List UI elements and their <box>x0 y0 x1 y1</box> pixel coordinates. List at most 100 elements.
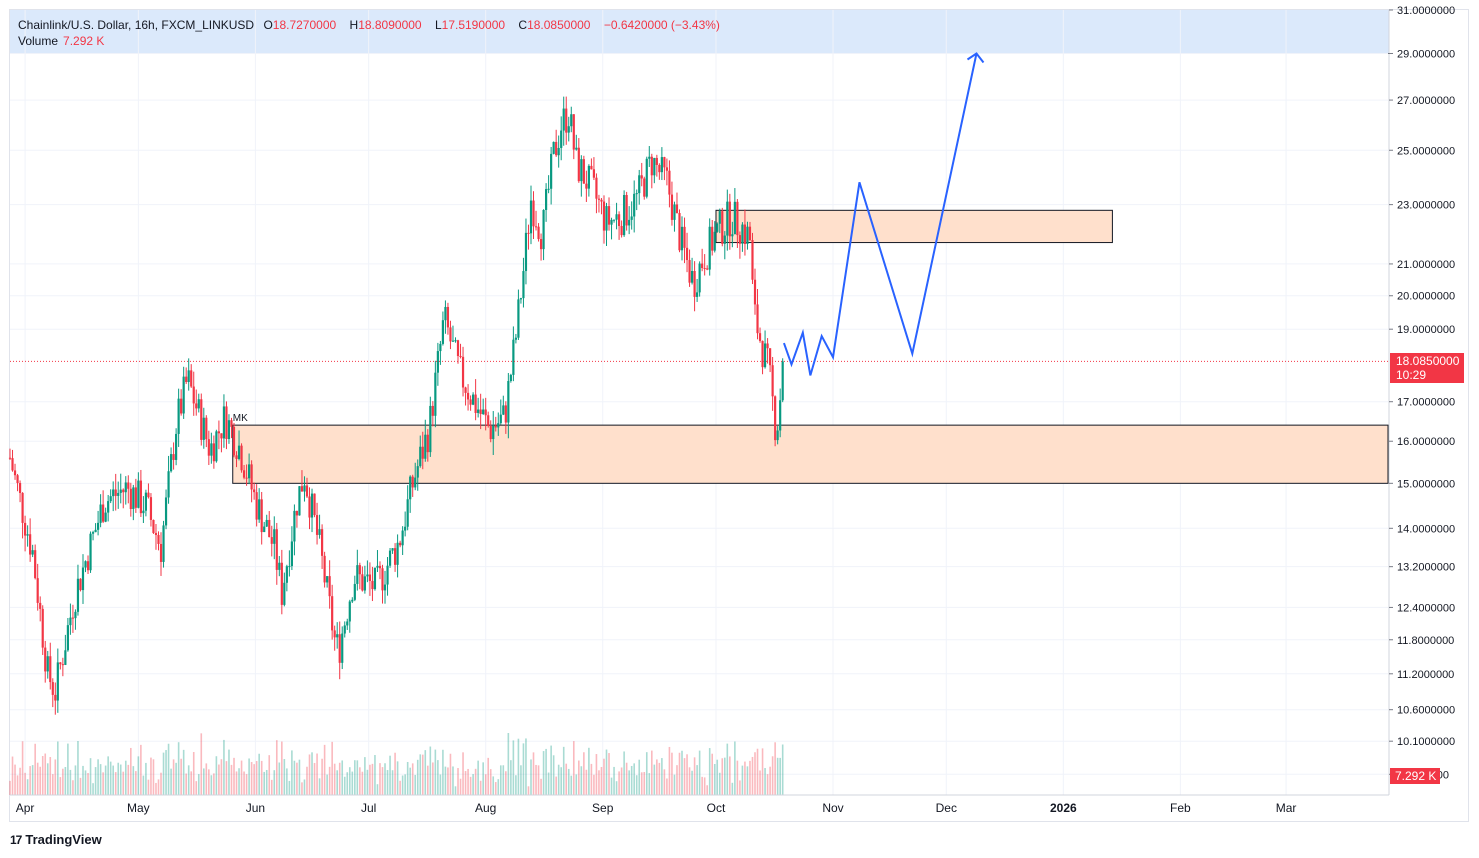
volume-bar <box>354 760 356 795</box>
volume-bar <box>74 765 77 795</box>
volume-bar <box>706 785 708 795</box>
volume-bar <box>200 733 203 795</box>
volume-bar <box>333 763 336 795</box>
time-tick-label: 2026 <box>1050 801 1077 815</box>
volume-bar <box>359 767 361 795</box>
volume-bar <box>374 755 376 795</box>
volume-bar <box>197 774 200 795</box>
volume-bar <box>492 776 495 795</box>
volume-bar <box>396 761 399 795</box>
candle-body <box>703 268 706 270</box>
close-key: C <box>518 18 528 32</box>
candle-body <box>353 583 356 600</box>
volume-bar <box>82 765 84 795</box>
candle-body <box>753 279 757 305</box>
volume-bar <box>505 771 507 795</box>
volume-bar <box>303 779 306 795</box>
volume-bar <box>379 763 381 795</box>
price-tick-label: 15.0000000 <box>1397 478 1455 490</box>
candle-body <box>49 656 52 683</box>
volume-bar <box>102 772 104 795</box>
volume-bar <box>185 773 187 795</box>
candle-body <box>658 164 661 173</box>
volume-bar <box>99 764 102 795</box>
candle-body <box>212 443 215 462</box>
volume-bar <box>41 756 44 795</box>
volume-bar <box>24 772 26 795</box>
candle-body <box>358 565 361 575</box>
candle-body <box>56 662 59 701</box>
volume-bar <box>177 742 180 795</box>
volume-bar <box>109 761 112 795</box>
candle-body <box>162 525 165 562</box>
axes-layer: 31.0000000 29.0000000 27.0000000 25.0000000… <box>10 5 1455 815</box>
candle-body <box>602 201 606 231</box>
chart-frame[interactable] <box>9 9 1469 822</box>
price-tick-label: 27.0000000 <box>1397 95 1455 107</box>
candle-body <box>688 260 691 283</box>
candle-body <box>502 405 505 415</box>
price-tick-label: 20.0000000 <box>1397 291 1455 303</box>
candle-body <box>356 565 359 584</box>
candle-body <box>381 568 384 591</box>
volume-bar <box>346 772 349 795</box>
candle-body <box>497 423 500 428</box>
volume-bar <box>208 769 210 795</box>
candle-body <box>539 239 543 250</box>
candle-body <box>117 492 120 496</box>
candle-body <box>180 398 183 414</box>
candle-body <box>192 386 195 404</box>
candle-body <box>771 365 774 397</box>
candle-body <box>479 409 482 414</box>
zones-layer: MK <box>232 209 1389 484</box>
volume-bar <box>46 763 49 795</box>
price-tick-label: 19.0000000 <box>1397 324 1455 336</box>
volume-bar <box>296 762 298 795</box>
candle-body <box>71 617 75 619</box>
zone-label: MK <box>233 413 248 424</box>
volume-value: 7.292 K <box>63 34 105 48</box>
candle-body <box>484 409 487 416</box>
volume-bar <box>681 750 683 795</box>
volume-bar <box>686 754 688 795</box>
tradingview-name: TradingView <box>25 832 102 847</box>
candle-body <box>615 214 618 220</box>
volume-bar <box>77 741 79 795</box>
candle-body <box>519 298 523 300</box>
volume-bar <box>489 769 492 795</box>
candle-body <box>514 337 517 340</box>
candle-body <box>582 159 585 184</box>
candle-body <box>318 529 321 535</box>
candle-body <box>29 534 32 555</box>
volume-bar <box>638 759 641 795</box>
candle-body <box>202 417 205 440</box>
volume-bar <box>245 774 248 795</box>
volume-bar <box>774 742 776 795</box>
volume-bar <box>381 767 384 795</box>
candle-body <box>159 543 163 562</box>
volume-bar <box>386 770 389 795</box>
candle-body <box>288 566 291 568</box>
candle-body <box>54 694 57 701</box>
candle-body <box>152 519 155 533</box>
candle-body <box>489 426 492 440</box>
candle-body <box>268 519 271 538</box>
volume-bar <box>673 774 676 795</box>
candle-body <box>220 433 223 439</box>
candle-body <box>426 434 429 453</box>
tradingview-logo[interactable]: 17 TradingView <box>10 832 102 847</box>
volume-bar <box>313 762 316 795</box>
candle-body <box>258 499 261 520</box>
volume-bar <box>620 767 623 795</box>
volume-bar <box>532 752 535 795</box>
volume-bar <box>570 775 573 795</box>
candle-body <box>605 206 608 231</box>
candle-body <box>94 529 97 533</box>
candle-body <box>169 454 173 472</box>
volume-bar <box>230 764 233 795</box>
candle-body <box>298 486 301 516</box>
candle-body <box>242 470 246 478</box>
price-tick-label: 29.0000000 <box>1397 48 1455 60</box>
volume-bar <box>739 780 741 795</box>
